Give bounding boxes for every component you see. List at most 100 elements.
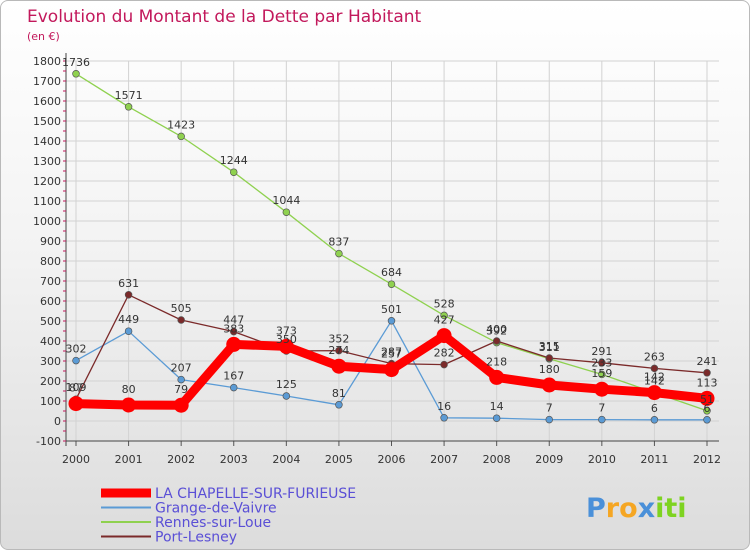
data-point <box>492 337 501 345</box>
data-point <box>177 132 185 141</box>
data-label: 274 <box>328 344 349 357</box>
y-tick-label: 1600 <box>33 95 61 108</box>
data-point <box>124 327 133 335</box>
data-label: 427 <box>434 314 455 327</box>
x-tick-label: 2006 <box>378 453 406 466</box>
x-tick-label: 2000 <box>62 453 90 466</box>
data-label: 241 <box>697 355 718 368</box>
data-label: 400 <box>486 323 507 336</box>
data-label: 263 <box>644 350 665 363</box>
data-label: 684 <box>381 266 402 279</box>
data-label: 352 <box>328 333 349 346</box>
y-tick-label: 900 <box>40 235 61 248</box>
proxiti-logo-text: Proxiti <box>586 493 687 524</box>
data-label: 14 <box>490 400 504 413</box>
data-point <box>436 328 452 344</box>
data-label: 233 <box>591 356 612 369</box>
data-label: 447 <box>223 314 244 327</box>
data-label: 383 <box>223 322 244 335</box>
y-tick-label: 800 <box>40 255 61 268</box>
data-label: 315 <box>539 340 560 353</box>
data-label: 16 <box>437 400 451 413</box>
data-label: 282 <box>434 347 455 360</box>
data-label: 142 <box>644 371 665 384</box>
y-tick-label: 700 <box>40 275 61 288</box>
data-point <box>72 70 80 78</box>
data-point <box>72 356 80 365</box>
legend-label: Port-Lesney <box>155 530 237 546</box>
logo-letter: r <box>606 493 620 524</box>
data-label: 837 <box>328 236 349 249</box>
data-label: 1736 <box>62 56 90 69</box>
data-point <box>440 311 448 320</box>
data-point <box>598 370 606 379</box>
data-point <box>650 416 659 424</box>
data-label: 80 <box>122 383 136 396</box>
data-point <box>282 392 291 400</box>
y-tick-label: 600 <box>40 295 61 308</box>
y-tick-label: 200 <box>40 375 61 388</box>
data-label: 1044 <box>272 194 300 207</box>
data-point <box>541 377 557 393</box>
data-label: 1571 <box>115 89 143 102</box>
data-point <box>699 390 715 406</box>
logo-letter: P <box>586 493 606 524</box>
data-point <box>335 346 343 355</box>
data-label: 167 <box>223 370 244 383</box>
logo-letter: x <box>638 493 655 524</box>
data-label: 7 <box>546 402 553 415</box>
chart-subtitle: (en €) <box>27 30 60 43</box>
data-point <box>387 317 396 325</box>
data-point <box>177 375 185 384</box>
data-point <box>335 401 343 409</box>
y-tick-label: 1800 <box>33 55 61 68</box>
data-point <box>335 249 343 258</box>
axes: -100 0 100 200 300 400 500 600 700 800 900 1000 1100… <box>33 53 721 466</box>
data-point <box>278 338 294 354</box>
y-tick-label: 400 <box>40 335 61 348</box>
data-point <box>68 396 84 412</box>
data-label: 109 <box>66 381 87 394</box>
x-tick-label: 2007 <box>430 453 458 466</box>
data-label: 6 <box>651 402 658 415</box>
data-point <box>230 383 238 392</box>
y-tick-label: 300 <box>40 355 61 368</box>
logo-letter: t <box>664 493 677 524</box>
data-point <box>331 358 347 374</box>
data-label: 218 <box>486 355 507 368</box>
data-label: 392 <box>486 325 507 338</box>
x-tick-label: 2005 <box>325 453 353 466</box>
data-label: 113 <box>697 376 718 389</box>
data-label: 631 <box>118 277 139 290</box>
data-point <box>230 327 238 336</box>
data-point <box>440 414 448 422</box>
y-tick-label: -100 <box>36 435 61 448</box>
data-point <box>177 316 185 324</box>
data-label: 505 <box>171 302 192 315</box>
data-label: 302 <box>66 343 87 356</box>
legend-label: Rennes-sur-Loue <box>155 515 271 531</box>
data-label: 501 <box>381 303 402 316</box>
data-point <box>650 364 659 373</box>
y-tick-label: 1100 <box>33 195 61 208</box>
data-label: 142 <box>644 375 665 388</box>
data-point <box>124 291 133 299</box>
data-label: 180 <box>539 363 560 376</box>
data-point <box>230 168 238 176</box>
grid <box>66 60 719 442</box>
data-label: 125 <box>276 378 297 391</box>
legend-label: Grange-de-Vaivre <box>155 501 277 517</box>
data-label: 87 <box>69 382 83 395</box>
y-tick-label: 1400 <box>33 135 61 148</box>
series <box>68 70 715 424</box>
data-point <box>703 369 711 377</box>
chart-title: Evolution du Montant de la Dette par Hab… <box>27 7 422 27</box>
data-label: 207 <box>171 362 192 375</box>
data-point <box>387 280 396 288</box>
y-tick-label: 1500 <box>33 115 61 128</box>
data-label: 51 <box>700 393 714 406</box>
x-tick-label: 2012 <box>693 453 721 466</box>
data-point <box>646 385 662 401</box>
